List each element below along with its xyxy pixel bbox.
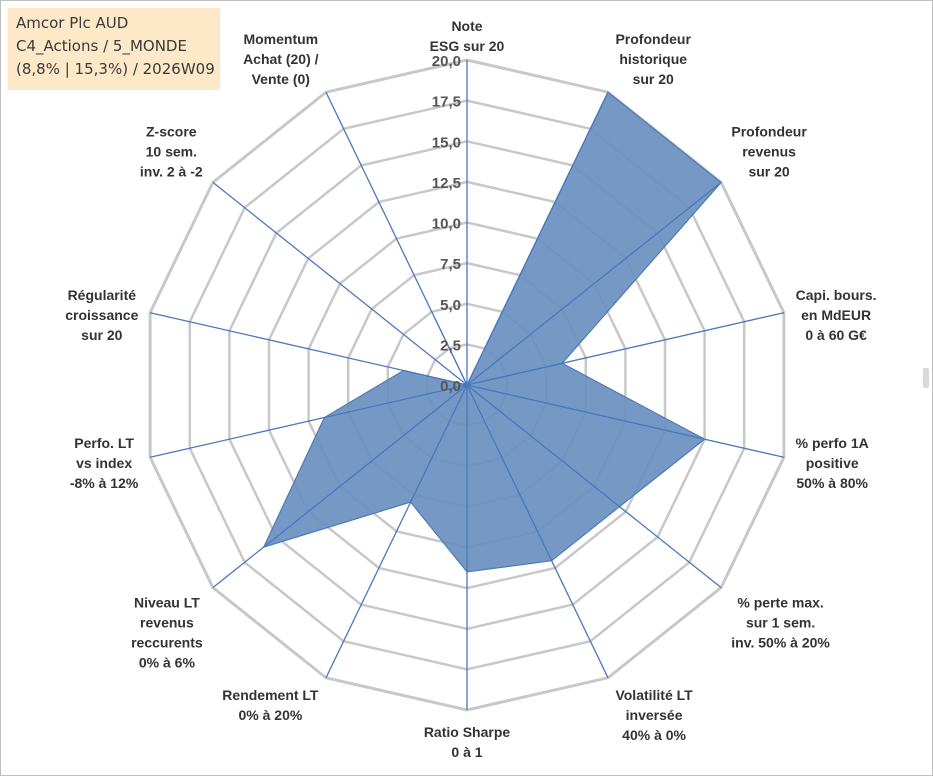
axis-label: Régularité croissance sur 20 [65,287,138,343]
axis-label: Volatilité LT inversée 40% à 0% [615,687,693,743]
axis-label-line: inv. 2 à -2 [140,163,203,179]
title-line-2: C4_Actions / 5_MONDE [16,37,187,55]
axis-spoke [212,384,468,589]
axis-spoke [325,384,468,679]
tick-label: 20,0 [432,53,461,70]
axis-label-line: Régularité [68,287,137,303]
axis-label-line: revenus [140,615,194,631]
tick-label: 0,0 [440,378,461,395]
axis-label: Momentum Achat (20) / Vente (0) [243,31,319,87]
axis-label-line: Note [451,18,482,34]
axis-spoke [466,384,785,458]
tick-label: 15,0 [432,134,461,151]
axis-label: Capi. bours. en MdEUR 0 à 60 G€ [796,287,877,343]
axis-spoke [466,384,722,589]
axis-label: Profondeur historique sur 20 [615,31,691,87]
axis-label-line: Capi. bours. [796,287,877,303]
axis-label-line: % perte max. [737,595,823,611]
axis-label-line: revenus [742,143,796,159]
axis-label-line: 0 à 60 G€ [805,327,867,343]
axis-label-line: 10 sem. [146,143,197,159]
axis-label-line: 0 à 1 [451,744,482,760]
scrollbar[interactable] [923,12,929,764]
axis-label: % perfo 1A positive 50% à 80% [796,435,869,491]
axis-spoke [466,91,609,386]
radial-tick-labels: 0,0 2,5 5,0 7,5 10,0 12,5 15,0 17,5 20,0 [432,53,461,395]
axis-label-line: Volatilité LT [615,687,693,703]
tick-label: 2,5 [440,337,461,354]
axis-label-line: Ratio Sharpe [424,724,511,740]
axis-label-line: Vente (0) [252,71,310,87]
axis-label-line: Niveau LT [134,595,200,611]
radar-spokes [149,60,785,710]
title-line-1: Amcor Plc AUD [16,14,129,32]
axis-label-line: historique [619,51,687,67]
axis-label-line: Profondeur [731,123,807,139]
axis-label: Rendement LT 0% à 20% [222,687,319,723]
axis-label-line: Z-score [146,123,197,139]
axis-label-line: Profondeur [615,31,691,47]
axis-spoke [466,312,785,386]
axis-label-line: sur 20 [81,327,122,343]
tick-label: 12,5 [432,175,461,192]
tick-label: 5,0 [440,297,461,314]
axis-label-line: 0% à 20% [238,707,302,723]
axis-label-line: en MdEUR [801,307,871,323]
axis-spoke [149,384,468,458]
axis-label-line: Momentum [243,31,318,47]
tick-label: 7,5 [440,256,461,273]
axis-label-line: ESG sur 20 [430,38,505,54]
axis-label-line: inversée [626,707,683,723]
axis-label-line: vs index [76,455,132,471]
tick-label: 17,5 [432,94,461,111]
axis-label: Perfo. LT vs index -8% à 12% [70,435,139,491]
axis-spoke [325,91,468,386]
axis-label-line: sur 20 [633,71,674,87]
axis-label: Profondeur revenus sur 20 [731,123,807,179]
axis-label-line: reccurents [131,635,203,651]
axis-label-line: Achat (20) / [243,51,319,67]
axis-label-line: 40% à 0% [622,727,686,743]
axis-labels: Note ESG sur 20 Profondeur historique sur 20… [65,18,876,760]
axis-label: Niveau LT revenus reccurents 0% à 6% [131,595,203,671]
axis-label: Z-score 10 sem. inv. 2 à -2 [140,123,203,179]
axis-label: Ratio Sharpe 0 à 1 [424,724,511,760]
axis-label-line: Perfo. LT [74,435,134,451]
title-box: Amcor Plc AUD C4_Actions / 5_MONDE (8,8%… [8,8,220,90]
axis-spoke [149,312,468,386]
axis-label-line: sur 20 [748,163,789,179]
axis-label-line: sur 1 sem. [746,615,815,631]
axis-label: Note ESG sur 20 [430,18,505,54]
tick-label: 10,0 [432,216,461,233]
axis-label-line: 50% à 80% [796,475,868,491]
axis-spoke [212,181,468,386]
axis-spoke [466,384,609,679]
axis-label-line: 0% à 6% [139,655,196,671]
axis-label-line: -8% à 12% [70,475,139,491]
axis-label-line: positive [806,455,859,471]
axis-label-line: % perfo 1A [796,435,869,451]
scroll-thumb[interactable] [923,368,929,388]
axis-label: % perte max. sur 1 sem. inv. 50% à 20% [731,595,830,651]
axis-label-line: Rendement LT [222,687,319,703]
axis-label-line: inv. 50% à 20% [731,635,830,651]
axis-spoke [466,181,722,386]
axis-label-line: croissance [65,307,138,323]
title-line-3: (8,8% | 15,3%) / 2026W09 [16,60,215,78]
